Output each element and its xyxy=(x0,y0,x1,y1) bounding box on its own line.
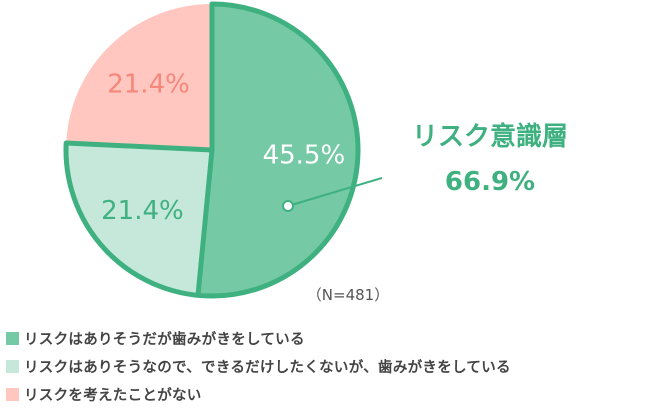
pie-slice xyxy=(66,142,212,296)
legend-label: リスクを考えたことがない xyxy=(24,387,202,404)
legend-item: リスクはありそうだが歯みがきをしている xyxy=(6,324,511,352)
callout-value: 66.9% xyxy=(445,167,535,197)
legend-label: リスクはありそうだが歯みがきをしている xyxy=(24,331,305,348)
legend-swatch xyxy=(6,387,19,401)
legend-label: リスクはありそうなので、できるだけしたくないが、歯みがきをしている xyxy=(24,359,511,376)
slice-value-label: 21.4% xyxy=(101,196,184,226)
pie-slice xyxy=(66,4,212,150)
risk-awareness-outline xyxy=(63,1,361,299)
slice-value-label: 21.4% xyxy=(107,69,190,99)
legend-swatch xyxy=(6,359,19,373)
slice-value-label: 45.5% xyxy=(263,140,346,170)
legend-item: リスクはありそうなので、できるだけしたくないが、歯みがきをしている xyxy=(6,352,511,380)
legend-swatch xyxy=(6,331,19,345)
legend-item: リスクを考えたことがない xyxy=(6,380,511,408)
callout-dot xyxy=(282,200,294,212)
sample-size-note: （N=481） xyxy=(307,286,389,304)
pie-slice xyxy=(197,4,358,296)
legend: リスクはありそうだが歯みがきをしている リスクはありそうなので、できるだけしたく… xyxy=(6,324,511,408)
callout-title: リスク意識層 xyxy=(412,121,568,152)
callout-line xyxy=(287,177,383,207)
